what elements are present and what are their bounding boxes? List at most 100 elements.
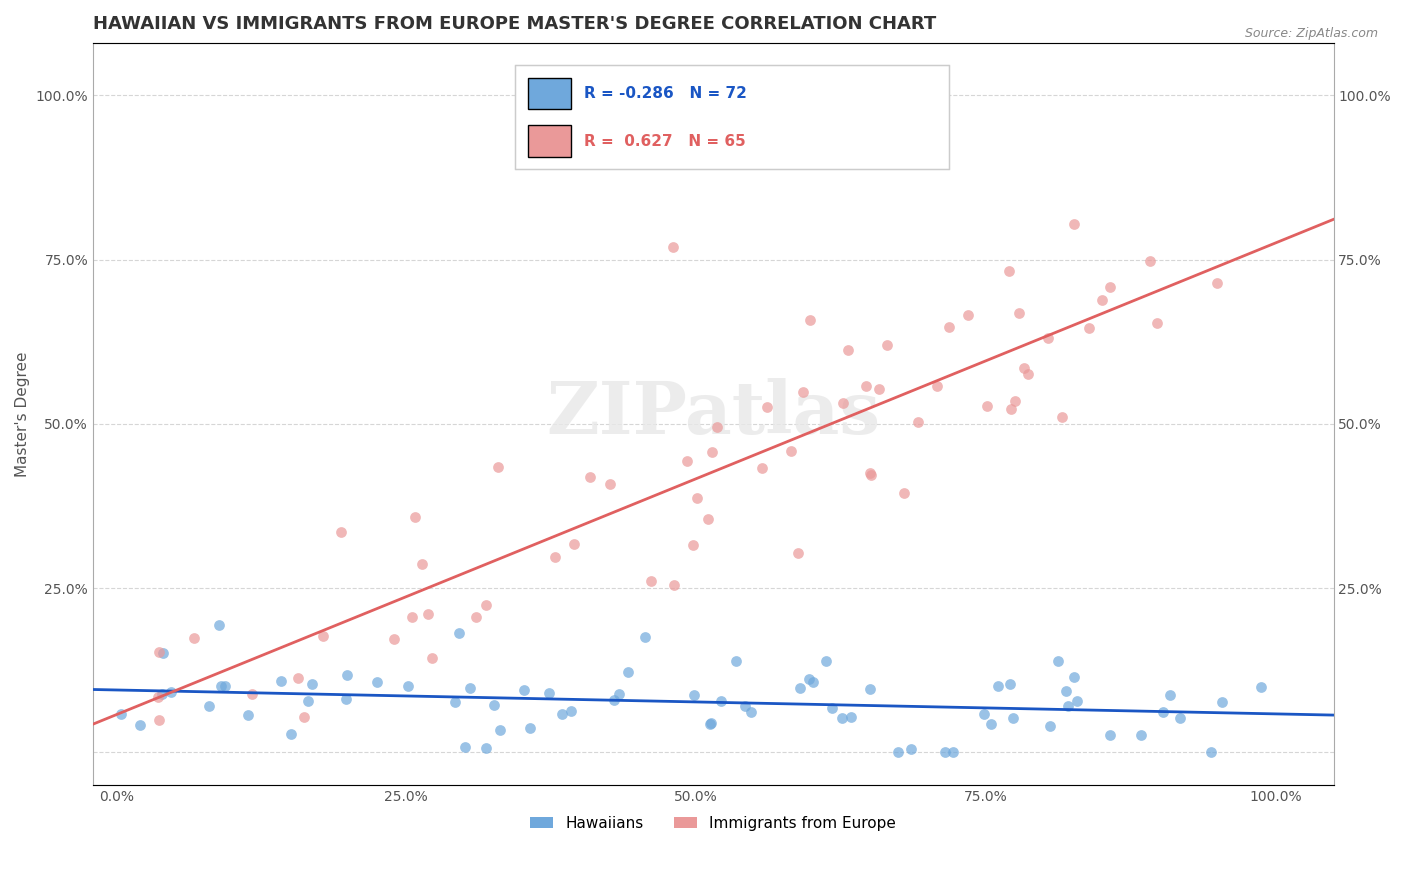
Point [208, 617, 231, 632]
Point [488, 723, 510, 737]
Point [404, 509, 426, 524]
Point [449, 626, 471, 640]
Point [599, 476, 621, 491]
Point [980, 716, 1002, 731]
Point [603, 693, 626, 707]
Point [1146, 316, 1168, 330]
Point [740, 706, 762, 720]
Point [831, 711, 853, 725]
Text: HAWAIIAN VS IMMIGRANTS FROM EUROPE MASTER'S DEGREE CORRELATION CHART: HAWAIIAN VS IMMIGRANTS FROM EUROPE MASTE… [93, 15, 936, 33]
Point [821, 701, 844, 715]
Point [686, 491, 709, 505]
Point [1002, 711, 1025, 725]
Point [1168, 711, 1191, 725]
Point [1057, 699, 1080, 714]
Point [519, 721, 541, 735]
Point [859, 682, 882, 697]
Point [700, 716, 723, 731]
Point [1098, 728, 1121, 742]
Point [183, 631, 205, 645]
Point [482, 698, 505, 713]
Point [550, 707, 572, 722]
Point [832, 396, 855, 410]
Point [797, 673, 820, 687]
Point [238, 707, 260, 722]
Point [987, 679, 1010, 693]
Point [1063, 670, 1085, 684]
Point [287, 671, 309, 685]
Point [792, 384, 814, 399]
Point [159, 685, 181, 699]
Point [562, 537, 585, 551]
Point [579, 470, 602, 484]
Point [634, 630, 657, 644]
Point [148, 645, 170, 659]
Point [787, 546, 810, 560]
Point [710, 694, 733, 708]
Point [148, 714, 170, 728]
Point [907, 415, 929, 429]
Point [706, 420, 728, 434]
Point [544, 550, 567, 565]
Point [270, 673, 292, 688]
Point [129, 717, 152, 731]
Point [1211, 695, 1233, 709]
Point [751, 461, 773, 475]
Point [292, 710, 315, 724]
Point [1206, 277, 1229, 291]
Point [815, 654, 838, 668]
Point [150, 687, 173, 701]
Point [382, 632, 405, 646]
Point [366, 674, 388, 689]
Point [475, 741, 498, 756]
Point [927, 379, 949, 393]
Point [486, 460, 509, 475]
Point [876, 338, 898, 352]
Point [700, 445, 723, 459]
Point [938, 319, 960, 334]
Point [1012, 361, 1035, 376]
Point [1159, 688, 1181, 702]
Point [209, 680, 232, 694]
Point [396, 679, 419, 693]
Point [893, 485, 915, 500]
Point [868, 382, 890, 396]
Point [976, 400, 998, 414]
Point [1199, 745, 1222, 759]
Point [336, 667, 359, 681]
Point [998, 264, 1021, 278]
Point [683, 688, 706, 702]
Point [801, 675, 824, 690]
Point [1039, 719, 1062, 733]
Point [1047, 654, 1070, 668]
Point [1152, 705, 1174, 719]
Point [1130, 728, 1153, 742]
Point [887, 745, 910, 759]
Point [146, 690, 169, 704]
Point [197, 698, 219, 713]
Point [1054, 684, 1077, 698]
Point [1017, 367, 1039, 381]
Point [513, 683, 536, 698]
Point [560, 704, 582, 718]
Point [780, 444, 803, 458]
Point [839, 710, 862, 724]
Point [837, 343, 859, 358]
Point [538, 686, 561, 700]
Point [699, 717, 721, 731]
Point [1063, 217, 1085, 231]
Point [214, 679, 236, 693]
Point [756, 400, 779, 414]
Point [416, 607, 439, 621]
Point [900, 741, 922, 756]
Point [297, 694, 319, 708]
Point [420, 650, 443, 665]
Point [1000, 401, 1022, 416]
Point [1066, 694, 1088, 708]
Point [474, 598, 496, 612]
Text: Source: ZipAtlas.com: Source: ZipAtlas.com [1244, 27, 1378, 40]
Point [465, 610, 488, 624]
Y-axis label: Master's Degree: Master's Degree [15, 351, 30, 476]
Point [152, 646, 174, 660]
Point [411, 558, 433, 572]
